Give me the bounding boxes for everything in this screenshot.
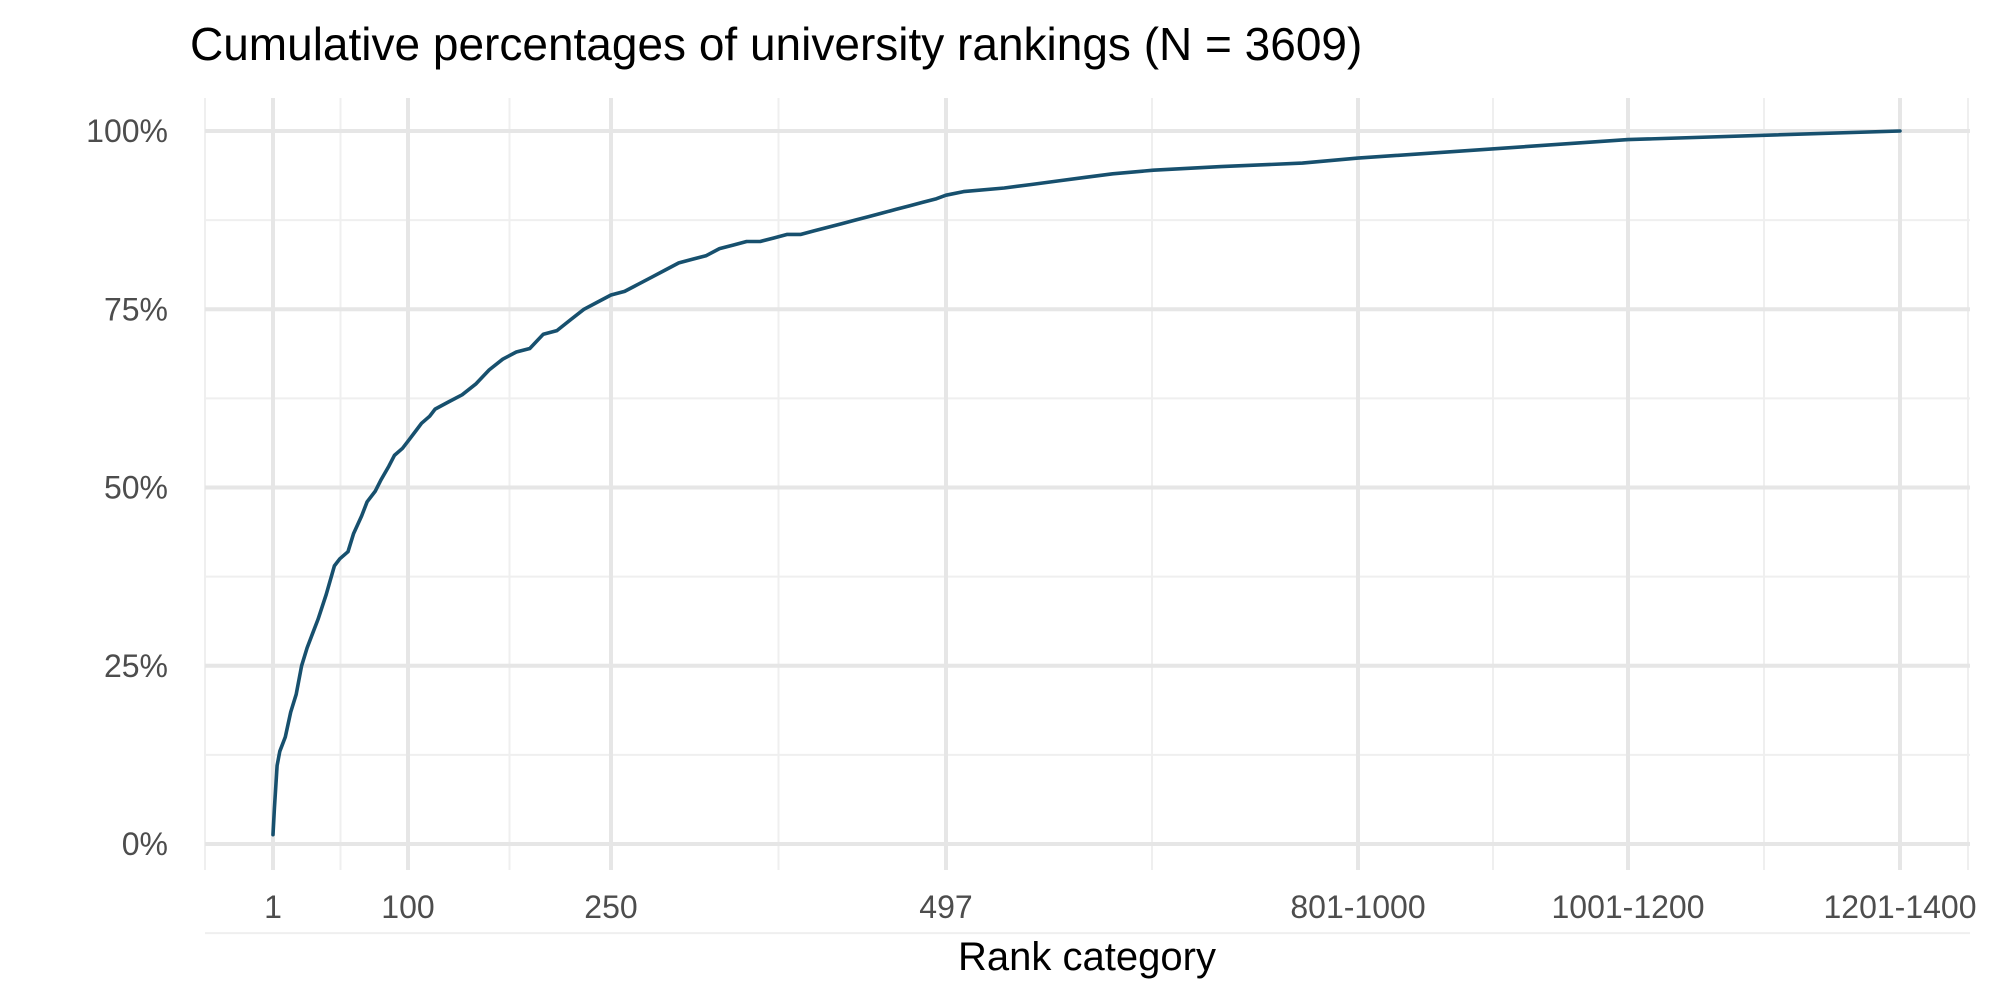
x-axis-title: Rank category: [958, 935, 1216, 979]
y-tick-labels: 0% 25% 50% 75% 100%: [86, 113, 168, 862]
y-tick-label: 25%: [104, 648, 168, 684]
y-tick-label: 75%: [104, 291, 168, 327]
x-tick-label: 497: [919, 889, 972, 925]
series-group: [271, 129, 1902, 837]
x-tick-label: 1: [264, 889, 282, 925]
y-tick-label: 0%: [122, 826, 168, 862]
x-tick-label: 1001-1200: [1551, 889, 1704, 925]
grid: [204, 98, 1970, 935]
series-line: [271, 129, 1902, 837]
y-tick-label: 50%: [104, 470, 168, 506]
x-tick-label: 100: [381, 889, 434, 925]
chart-title: Cumulative percentages of university ran…: [190, 18, 1362, 70]
x-tick-label: 250: [584, 889, 637, 925]
x-tick-labels: 1 100 250 497 801-1000 1001-1200 1201-1400: [264, 889, 1976, 925]
x-tick-label: 801-1000: [1290, 889, 1425, 925]
x-tick-label: 1201-1400: [1823, 889, 1976, 925]
y-tick-label: 100%: [86, 113, 168, 149]
